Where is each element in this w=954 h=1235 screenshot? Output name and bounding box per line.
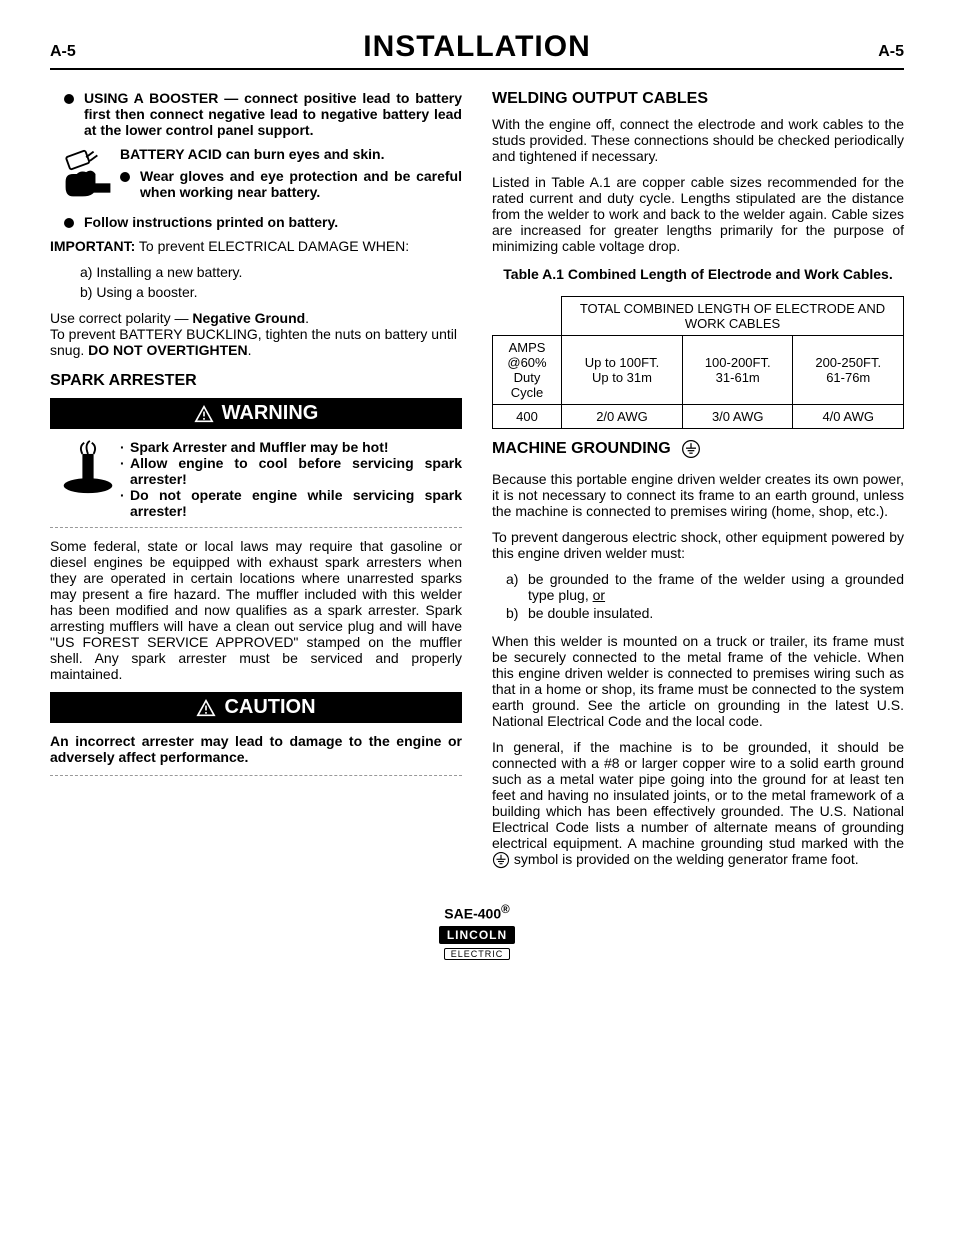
acid-block: BATTERY ACID can burn eyes and skin. Wea… <box>50 146 462 208</box>
bullet-icon <box>64 94 74 104</box>
left-column: USING A BOOSTER — connect positive lead … <box>50 90 462 879</box>
polarity-post: . <box>305 310 309 326</box>
brand-bottom: ELECTRIC <box>444 948 511 960</box>
table-header-span: TOTAL COMBINED LENGTH OF ELECTRODE AND W… <box>561 297 903 336</box>
table-amps: 400 <box>493 405 562 429</box>
spark-heading: SPARK ARRESTER <box>50 372 462 390</box>
grounding-heading: MACHINE GROUNDING <box>492 440 671 458</box>
divider <box>50 775 462 776</box>
overtighten-text: DO NOT OVERTIGHTEN <box>88 342 247 358</box>
footer-model: SAE-400® <box>50 903 904 922</box>
page-title: INSTALLATION <box>110 30 844 64</box>
warning-banner: WARNING <box>50 398 462 429</box>
gloves-bullet: Wear gloves and eye protection and be ca… <box>120 168 462 200</box>
follow-text: Follow instructions printed on battery. <box>84 214 338 230</box>
caution-triangle-icon <box>196 699 216 717</box>
important-text: To prevent ELECTRICAL DAMAGE WHEN: <box>135 238 409 254</box>
ground-p4a: In general, if the machine is to be grou… <box>492 739 904 851</box>
ground-item-b: b) be double insulated. <box>506 605 904 621</box>
bullet-icon <box>64 218 74 228</box>
important-a: a) Installing a new battery. <box>50 264 462 280</box>
follow-bullet: Follow instructions printed on battery. <box>50 214 462 230</box>
polarity-pre: Use correct polarity — <box>50 310 192 326</box>
table-awg3: 4/0 AWG <box>793 405 904 429</box>
gloves-text: Wear gloves and eye protection and be ca… <box>140 168 462 200</box>
brand-logo: LINCOLN ELECTRIC <box>439 926 515 960</box>
caution-label: CAUTION <box>224 696 315 719</box>
booster-text: USING A BOOSTER — connect positive lead … <box>84 90 462 138</box>
important-b: b) Using a booster. <box>50 284 462 300</box>
table-caption: Table A.1 Combined Length of Electrode a… <box>492 266 904 282</box>
table-col1-head: Up to 100FT. Up to 31m <box>561 336 682 405</box>
page-number-left: A-5 <box>50 43 110 61</box>
brand-top: LINCOLN <box>439 926 515 944</box>
spark-b3: Do not operate engine while servicing sp… <box>130 487 462 519</box>
ground-para1: Because this portable engine driven weld… <box>492 471 904 519</box>
ground-symbol-inline-icon <box>492 851 510 869</box>
ground-item-a: a) be grounded to the frame of the welde… <box>506 571 904 603</box>
acid-text: BATTERY ACID can burn eyes and skin. <box>120 146 385 162</box>
table-row-label: AMPS @60% Duty Cycle <box>493 336 562 405</box>
ground-b-text: be double insulated. <box>528 605 904 621</box>
table-awg2: 3/0 AWG <box>682 405 792 429</box>
grounding-heading-row: MACHINE GROUNDING <box>492 439 904 459</box>
glove-acid-icon <box>50 146 120 208</box>
table-col3-head: 200-250FT. 61-76m <box>793 336 904 405</box>
ground-a-text: be grounded to the frame of the welder u… <box>528 571 904 603</box>
caution-text: An incorrect arrester may lead to damage… <box>50 733 462 765</box>
divider <box>50 527 462 528</box>
warning-label: WARNING <box>222 402 319 425</box>
spark-warnings: ·Spark Arrester and Muffler may be hot! … <box>50 439 462 519</box>
page-number-right: A-5 <box>844 43 904 61</box>
ground-p4b: symbol is provided on the welding genera… <box>514 851 859 867</box>
ground-a-or: or <box>593 587 605 603</box>
table-col2-head: 100-200FT. 31-61m <box>682 336 792 405</box>
welding-para1: With the engine off, connect the electro… <box>492 116 904 164</box>
spark-paragraph: Some federal, state or local laws may re… <box>50 538 462 682</box>
caution-banner: CAUTION <box>50 692 462 723</box>
welding-para2: Listed in Table A.1 are copper cable siz… <box>492 174 904 254</box>
polarity-bold: Negative Ground <box>192 310 305 326</box>
caution-bold: An incorrect arrester may lead to damage… <box>50 733 462 765</box>
important-label: IMPORTANT: <box>50 238 135 254</box>
ground-para4: In general, if the machine is to be grou… <box>492 739 904 869</box>
cable-table: TOTAL COMBINED LENGTH OF ELECTRODE AND W… <box>492 296 904 429</box>
polarity-para: Use correct polarity — Negative Ground. … <box>50 310 462 358</box>
important-para: IMPORTANT: To prevent ELECTRICAL DAMAGE … <box>50 238 462 254</box>
right-column: WELDING OUTPUT CABLES With the engine of… <box>492 90 904 879</box>
page-header: A-5 INSTALLATION A-5 <box>50 30 904 70</box>
page-footer: SAE-400® LINCOLN ELECTRIC <box>50 903 904 960</box>
warning-triangle-icon <box>194 405 214 423</box>
muffler-hot-icon <box>50 439 120 519</box>
booster-bullet: USING A BOOSTER — connect positive lead … <box>50 90 462 138</box>
ground-para3: When this welder is mounted on a truck o… <box>492 633 904 729</box>
table-awg1: 2/0 AWG <box>561 405 682 429</box>
bullet-icon <box>120 172 130 182</box>
spark-b2: Allow engine to cool before servicing sp… <box>130 455 462 487</box>
welding-heading: WELDING OUTPUT CABLES <box>492 90 904 108</box>
spark-b1: Spark Arrester and Muffler may be hot! <box>130 439 462 455</box>
ground-symbol-icon <box>681 439 701 459</box>
ground-para2: To prevent dangerous electric shock, oth… <box>492 529 904 561</box>
content-columns: USING A BOOSTER — connect positive lead … <box>50 90 904 879</box>
